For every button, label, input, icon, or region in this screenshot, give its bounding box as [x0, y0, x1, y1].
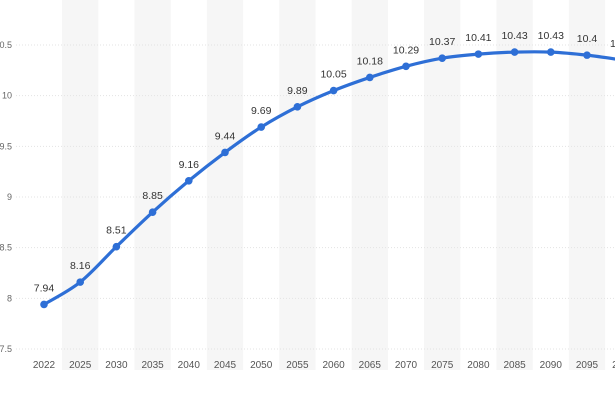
- data-point[interactable]: [402, 62, 410, 71]
- x-tick-label: 2095: [576, 360, 599, 371]
- data-point[interactable]: [438, 54, 447, 62]
- data-label: 8.51: [106, 225, 127, 237]
- column-band: [351, 0, 388, 370]
- column-band: [279, 0, 316, 370]
- y-tick-label: 8.5: [0, 243, 12, 253]
- y-tick-label: 9: [7, 192, 12, 202]
- data-label: 10.18: [357, 55, 383, 67]
- x-tick-label: 2100: [612, 360, 615, 371]
- x-tick-label: 2025: [69, 360, 92, 371]
- data-label: 7.94: [34, 282, 55, 294]
- x-tick-label: 2055: [286, 360, 309, 371]
- data-point[interactable]: [510, 48, 519, 56]
- x-tick-label: 2075: [431, 360, 454, 371]
- data-label: 10.35: [610, 38, 615, 50]
- data-label: 10.05: [320, 69, 346, 81]
- data-point[interactable]: [40, 300, 48, 309]
- data-label: 10.43: [501, 30, 527, 42]
- y-tick-label: 9.5: [0, 141, 12, 151]
- x-tick-label: 2065: [359, 360, 382, 371]
- data-point[interactable]: [148, 208, 157, 216]
- data-label: 8.85: [142, 190, 163, 202]
- y-tick-label: 10.5: [0, 40, 12, 50]
- data-label: 9.69: [251, 105, 272, 117]
- column-band: [62, 0, 99, 370]
- y-tick-label: 8: [7, 293, 12, 303]
- column-band: [496, 0, 533, 370]
- data-point[interactable]: [112, 242, 121, 251]
- series-layer: [40, 48, 615, 309]
- x-tick-label: 2022: [33, 360, 56, 371]
- data-label: 10.43: [538, 30, 564, 42]
- data-label: 9.89: [287, 85, 308, 97]
- data-point[interactable]: [185, 176, 193, 185]
- data-label: 9.16: [179, 159, 200, 171]
- data-label: 8.16: [70, 260, 91, 272]
- data-label: 10.29: [393, 44, 419, 56]
- x-tick-label: 2060: [322, 360, 345, 371]
- data-point[interactable]: [293, 103, 302, 111]
- y-tick-label: 7.5: [0, 344, 12, 354]
- data-point[interactable]: [366, 73, 374, 82]
- x-tick-label: 2050: [250, 360, 273, 371]
- x-tick-label: 2090: [540, 360, 563, 371]
- column-band: [568, 0, 606, 370]
- data-point[interactable]: [329, 86, 338, 95]
- data-label: 9.44: [215, 130, 236, 142]
- column-band: [206, 0, 244, 370]
- data-point[interactable]: [76, 278, 84, 286]
- y-tick-label: 10: [2, 91, 12, 101]
- data-label: 10.4: [577, 33, 598, 45]
- x-tick-label: 2070: [395, 360, 418, 371]
- x-tick-label: 2035: [141, 360, 164, 371]
- x-tick-label: 2045: [214, 360, 237, 371]
- y-axis-ticks: 7.5 8 8.5 9 9.5 10 10.5: [0, 40, 12, 354]
- data-label: 10.37: [429, 36, 455, 48]
- data-point[interactable]: [583, 51, 591, 59]
- data-point[interactable]: [474, 50, 483, 58]
- data-point[interactable]: [547, 48, 555, 56]
- x-tick-label: 2040: [178, 360, 201, 371]
- data-labels: 7.94 8.16 8.51 8.85 9.16 9.44 9.69 9.89 10.05 10.…: [34, 30, 615, 294]
- x-tick-label: 2085: [503, 360, 526, 371]
- data-label: 10.41: [465, 32, 491, 44]
- x-axis-ticks: 2022 2025 2030 2035 2040 2045 2050 2055 2060 2065…: [33, 360, 615, 371]
- data-point[interactable]: [257, 123, 266, 131]
- x-tick-label: 2030: [105, 360, 128, 371]
- x-tick-label: 2080: [467, 360, 490, 371]
- column-bands: [62, 0, 606, 370]
- data-point[interactable]: [221, 148, 229, 157]
- column-band: [134, 0, 171, 370]
